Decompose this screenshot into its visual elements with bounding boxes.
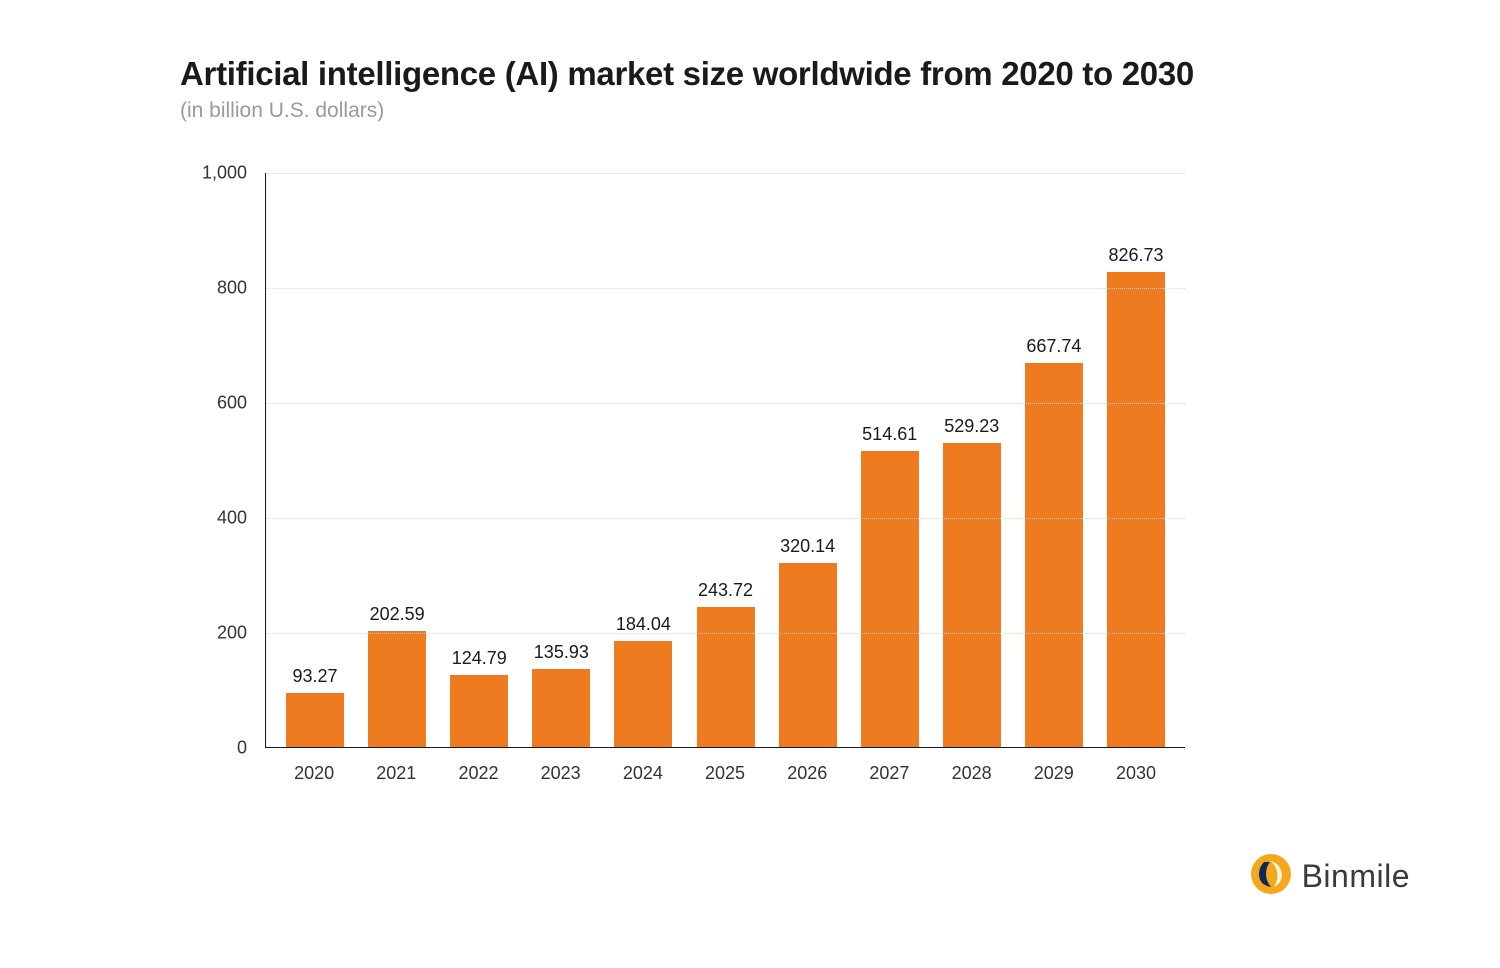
bar-slot: 93.27 xyxy=(274,173,356,747)
x-tick-label: 2022 xyxy=(437,763,519,784)
binmile-logo-icon xyxy=(1250,853,1292,900)
bar xyxy=(861,451,919,747)
bar xyxy=(943,443,1001,747)
bar-value-label: 514.61 xyxy=(862,424,917,445)
bar-slot: 202.59 xyxy=(356,173,438,747)
x-axis-labels: 2020202120222023202420252026202720282029… xyxy=(265,763,1185,784)
y-tick-label: 800 xyxy=(217,278,247,299)
x-tick-label: 2020 xyxy=(273,763,355,784)
chart-container: Artificial intelligence (AI) market size… xyxy=(180,55,1360,803)
bar xyxy=(286,693,344,747)
bar-value-label: 320.14 xyxy=(780,536,835,557)
bar xyxy=(1025,363,1083,747)
x-tick-label: 2021 xyxy=(355,763,437,784)
bar xyxy=(1107,272,1165,747)
x-tick-label: 2026 xyxy=(766,763,848,784)
bars-group: 93.27 202.59 124.79 135.93 184.04 243.72 320.1… xyxy=(266,173,1185,747)
bar-slot: 135.93 xyxy=(520,173,602,747)
bar-value-label: 243.72 xyxy=(698,580,753,601)
bar-slot: 243.72 xyxy=(684,173,766,747)
bar xyxy=(614,641,672,747)
x-tick-label: 2028 xyxy=(931,763,1013,784)
plot-area: 93.27 202.59 124.79 135.93 184.04 243.72 320.1… xyxy=(265,173,1185,748)
bar-value-label: 135.93 xyxy=(534,642,589,663)
bar xyxy=(779,563,837,747)
gridline xyxy=(266,288,1185,289)
bar-value-label: 93.27 xyxy=(293,666,338,687)
bar-value-label: 124.79 xyxy=(452,648,507,669)
brand-name: Binmile xyxy=(1302,858,1410,895)
gridline xyxy=(266,518,1185,519)
x-tick-label: 2025 xyxy=(684,763,766,784)
bar-value-label: 667.74 xyxy=(1026,336,1081,357)
bar-slot: 529.23 xyxy=(931,173,1013,747)
x-tick-label: 2029 xyxy=(1013,763,1095,784)
y-axis: 02004006008001,000 xyxy=(195,173,265,748)
chart-title: Artificial intelligence (AI) market size… xyxy=(180,55,1360,93)
y-tick-label: 600 xyxy=(217,393,247,414)
bar xyxy=(697,607,755,747)
bar-value-label: 826.73 xyxy=(1108,245,1163,266)
x-tick-label: 2027 xyxy=(848,763,930,784)
y-tick-label: 200 xyxy=(217,623,247,644)
bar-value-label: 529.23 xyxy=(944,416,999,437)
bar xyxy=(450,675,508,747)
bar-slot: 184.04 xyxy=(602,173,684,747)
gridline xyxy=(266,173,1185,174)
bar-slot: 320.14 xyxy=(767,173,849,747)
chart-area: 02004006008001,000 93.27202.59124.79135.… xyxy=(195,173,1195,803)
y-tick-label: 1,000 xyxy=(202,163,247,184)
bar xyxy=(532,669,590,747)
y-tick-label: 400 xyxy=(217,508,247,529)
y-tick-label: 0 xyxy=(237,738,247,759)
bar-slot: 667.74 xyxy=(1013,173,1095,747)
chart-subtitle: (in billion U.S. dollars) xyxy=(180,99,1360,123)
x-tick-label: 2030 xyxy=(1095,763,1177,784)
bar-value-label: 202.59 xyxy=(370,604,425,625)
bar-slot: 826.73 xyxy=(1095,173,1177,747)
x-tick-label: 2024 xyxy=(602,763,684,784)
bar xyxy=(368,631,426,747)
bar-slot: 514.61 xyxy=(849,173,931,747)
gridline xyxy=(266,633,1185,634)
bar-slot: 124.79 xyxy=(438,173,520,747)
gridline xyxy=(266,403,1185,404)
brand-logo: Binmile xyxy=(1250,853,1410,900)
x-tick-label: 2023 xyxy=(520,763,602,784)
